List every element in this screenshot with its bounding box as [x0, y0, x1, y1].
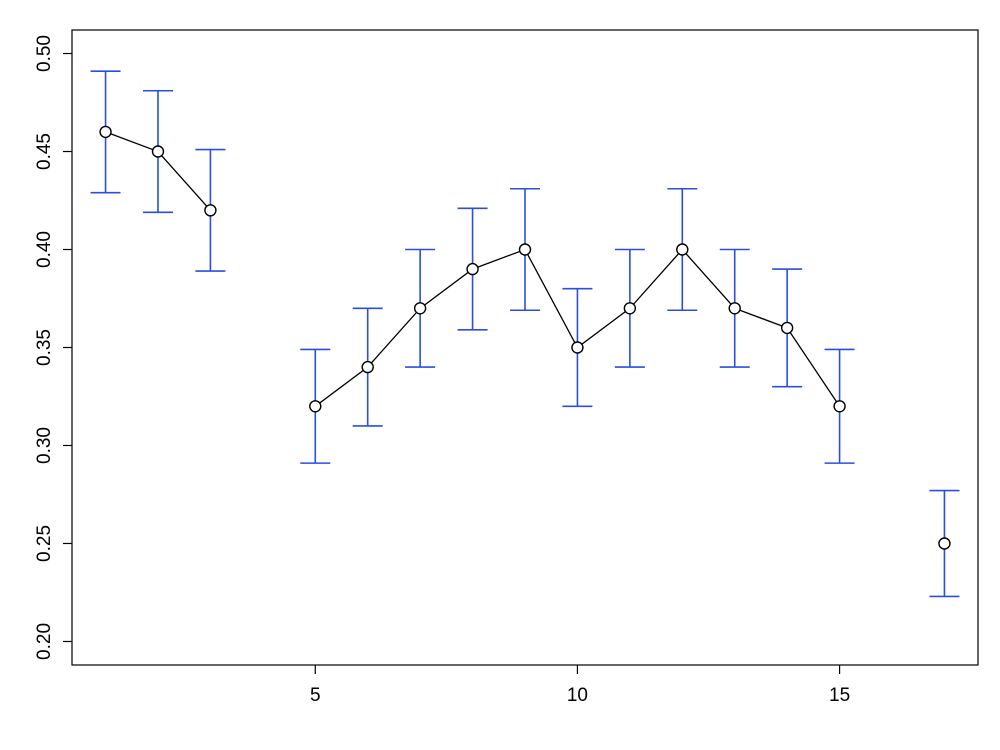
data-point	[623, 302, 637, 315]
x-tick-label: 5	[310, 685, 321, 706]
y-tick-label: 0.40	[34, 231, 55, 268]
data-point	[99, 125, 112, 139]
data-point	[518, 243, 532, 256]
data-point	[151, 145, 165, 158]
data-point	[309, 400, 322, 413]
data-point	[833, 400, 846, 413]
y-tick-label: 0.25	[34, 525, 55, 562]
data-point	[938, 537, 951, 550]
y-tick-label: 0.35	[34, 329, 55, 366]
x-tick-label: 10	[567, 685, 588, 706]
data-point	[204, 204, 217, 217]
y-tick-label: 0.30	[34, 427, 55, 464]
data-point	[728, 302, 741, 315]
data-point	[413, 302, 427, 315]
data-point	[361, 360, 374, 374]
plot-frame	[71, 29, 979, 666]
data-point	[466, 262, 479, 276]
data-point	[780, 321, 794, 335]
y-tick-label: 0.20	[34, 623, 55, 660]
y-tick-label: 0.50	[34, 35, 55, 72]
data-point	[676, 243, 689, 256]
data-point	[571, 341, 584, 354]
x-tick-label: 15	[829, 685, 850, 706]
y-tick-label: 0.45	[34, 133, 55, 170]
